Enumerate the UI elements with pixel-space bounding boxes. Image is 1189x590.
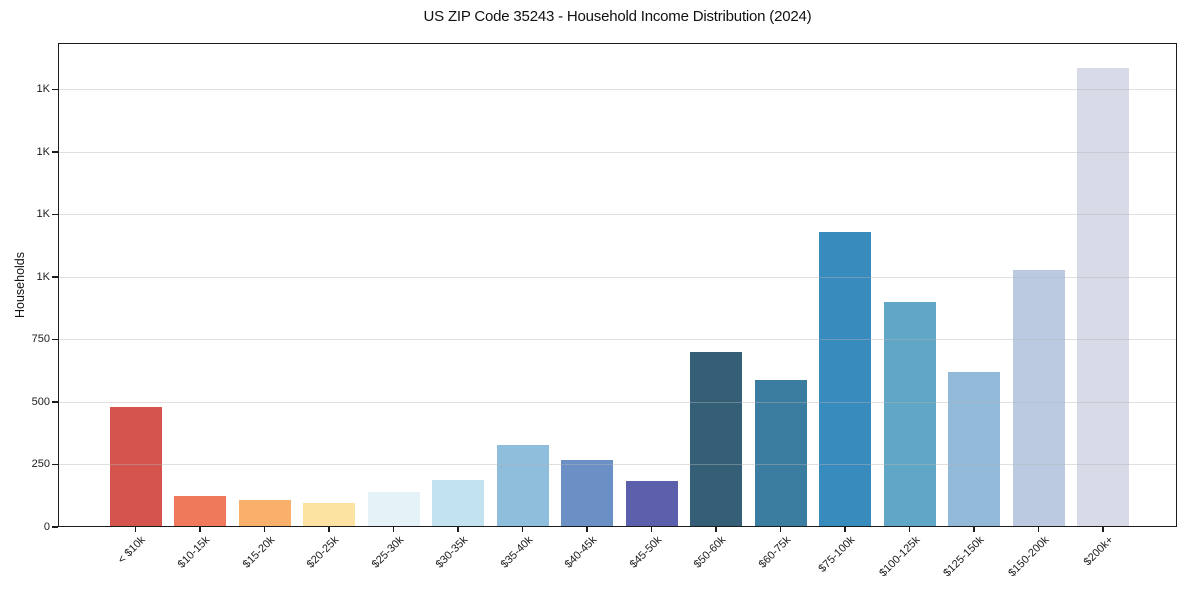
bar--60-75k <box>754 379 807 527</box>
bar--35-40k <box>496 444 549 527</box>
bar--25-30k <box>367 492 420 527</box>
x-tick-label--20-25k: $20-25k <box>304 534 342 571</box>
y-tick-label: 1K <box>36 270 50 283</box>
gridline <box>58 214 1177 215</box>
x-tick-label--25-30k: $25-30k <box>369 534 406 571</box>
bar--20-25k <box>303 503 355 527</box>
chart-title: US ZIP Code 35243 - Household Income Dis… <box>423 8 812 25</box>
x-tick-mark <box>844 527 846 532</box>
y-tick-label: 0 <box>43 520 50 533</box>
y-tick-mark <box>52 401 58 403</box>
x-tick-label--10-15k: $10-15k <box>175 534 213 571</box>
x-tick-mark <box>1102 527 1104 532</box>
x-tick-label--35-40k: $35-40k <box>498 534 535 571</box>
x-tick-mark <box>328 527 330 532</box>
x-tick-label--45-50k: $45-50k <box>627 534 664 571</box>
x-tick-label--100-125k: $100-125k <box>876 534 922 580</box>
y-axis-label: Households <box>13 251 27 319</box>
bar--150-200k <box>1012 269 1065 527</box>
x-tick-mark <box>715 527 717 532</box>
gridline <box>58 276 1177 278</box>
y-tick-label: 1K <box>36 145 50 158</box>
bar--15-20k <box>238 499 291 527</box>
plot-area <box>58 43 1177 527</box>
y-tick-mark <box>52 338 58 341</box>
y-tick-label: 500 <box>31 395 50 408</box>
x-tick-mark <box>263 527 266 532</box>
bar--30-35k <box>432 479 484 527</box>
x-tick-mark <box>779 527 782 532</box>
x-tick-label--60-75k: $60-75k <box>756 534 793 571</box>
bar--75-100k <box>819 232 871 527</box>
bar--200k+ <box>1077 68 1129 527</box>
bar--45-50k <box>625 480 678 527</box>
y-tick-mark <box>52 213 58 216</box>
y-tick-label: 250 <box>31 458 50 470</box>
y-tick-label: 1K <box>36 208 50 220</box>
bar--10-15k <box>174 495 226 527</box>
x-tick-mark <box>908 527 911 532</box>
y-tick-mark <box>52 151 58 153</box>
x-tick-label--10k: < $10k <box>115 534 148 567</box>
x-tick-mark <box>199 527 201 532</box>
x-tick-label--30-35k: $30-35k <box>433 534 471 571</box>
bar--10k <box>109 407 162 527</box>
bar--125-150k <box>948 372 1000 527</box>
x-tick-mark <box>392 527 395 532</box>
gridline <box>58 89 1177 90</box>
y-tick-mark <box>52 88 58 91</box>
x-tick-mark <box>521 527 524 532</box>
x-tick-mark <box>973 527 975 532</box>
y-tick-label: 750 <box>31 333 50 345</box>
x-tick-label--50-60k: $50-60k <box>691 534 729 571</box>
y-tick-label: 1K <box>36 83 50 95</box>
gridline <box>58 464 1177 465</box>
x-tick-mark <box>134 527 137 532</box>
y-tick-mark <box>52 526 58 528</box>
x-tick-label--40-45k: $40-45k <box>562 534 600 571</box>
gridline <box>58 401 1177 403</box>
x-tick-mark <box>586 527 588 532</box>
x-tick-label--125-150k: $125-150k <box>941 534 987 580</box>
gridline <box>58 151 1177 153</box>
bar--100-125k <box>883 302 936 527</box>
y-tick-mark <box>52 276 58 278</box>
x-tick-label--15-20k: $15-20k <box>240 534 277 571</box>
y-tick-mark <box>52 463 58 466</box>
x-tick-label--200k+: $200k+ <box>1081 534 1116 569</box>
axes-spines <box>58 43 1177 527</box>
bar--50-60k <box>690 352 742 527</box>
gridline <box>58 339 1177 340</box>
x-tick-label--150-200k: $150-200k <box>1005 534 1051 580</box>
x-tick-mark <box>650 527 653 532</box>
x-tick-mark <box>457 527 459 532</box>
x-tick-mark <box>1037 527 1040 532</box>
bar--40-45k <box>561 459 613 527</box>
x-tick-label--75-100k: $75-100k <box>816 534 858 575</box>
